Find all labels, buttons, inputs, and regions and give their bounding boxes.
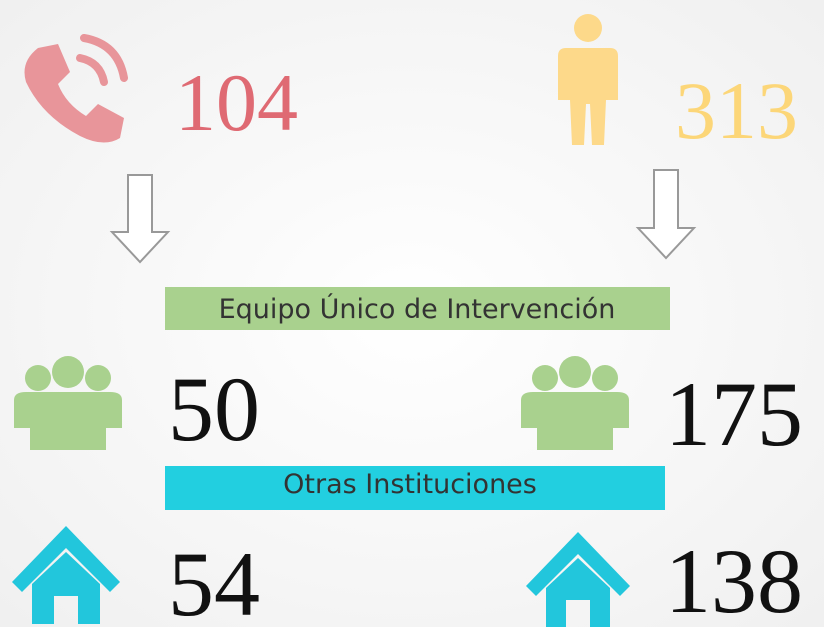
people-number: 313: [675, 65, 798, 156]
team-bar: [165, 287, 670, 330]
house-icon: [12, 526, 120, 624]
group-icon: [14, 356, 122, 450]
institutions-bar: [165, 466, 665, 510]
institutions-label: Otras Instituciones: [283, 469, 537, 500]
team-number: 50: [168, 358, 260, 460]
person-icon: [558, 14, 618, 145]
team-label: Equipo Único de Intervención: [219, 293, 616, 325]
phone-icon: [24, 34, 128, 143]
group-icon: [521, 356, 629, 450]
house-icon: [526, 532, 630, 627]
team-number: 175: [665, 363, 803, 465]
calls-number: 104: [175, 57, 298, 148]
institutions-number: 138: [665, 530, 803, 627]
arrow-down: [109, 174, 171, 264]
institutions-number: 54: [168, 533, 260, 627]
arrow-down: [635, 169, 697, 260]
